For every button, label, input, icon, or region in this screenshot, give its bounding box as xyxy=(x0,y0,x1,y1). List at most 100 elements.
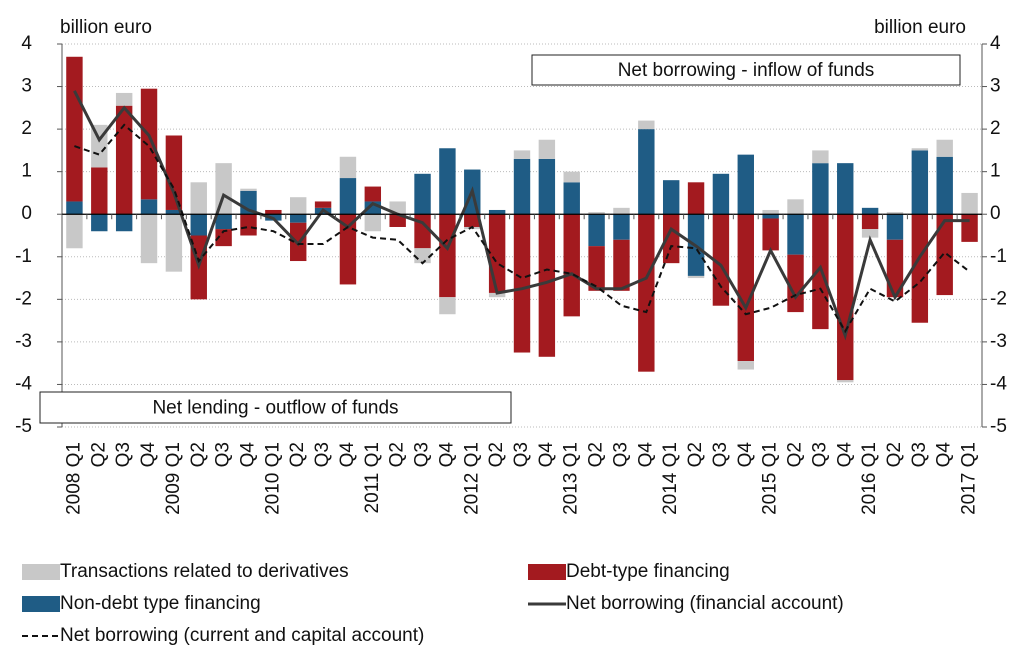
bar xyxy=(488,209,506,215)
x-tick-label: 2012 Q1 xyxy=(461,442,482,515)
y2-tick-label: 2 xyxy=(990,118,1001,139)
bar xyxy=(339,156,357,179)
bar xyxy=(91,214,108,232)
bar xyxy=(240,214,257,236)
x-tick-label: Q4 xyxy=(436,442,457,468)
x-tick-label: 2017 Q1 xyxy=(959,442,980,515)
bar xyxy=(140,199,158,215)
bar xyxy=(961,192,978,215)
bar xyxy=(488,214,506,293)
y-tick-label: 3 xyxy=(21,76,32,97)
x-tick-label: Q4 xyxy=(635,442,656,468)
x-tick-label: 2011 Q1 xyxy=(362,442,383,513)
bar xyxy=(265,209,282,215)
bar xyxy=(613,214,630,240)
legend-label: Transactions related to derivatives xyxy=(60,561,349,582)
bar xyxy=(762,214,779,219)
x-tick-label: 2015 Q1 xyxy=(760,442,781,515)
bar xyxy=(861,229,879,238)
y2-tick-label: -1 xyxy=(990,246,1007,267)
x-tick-label: Q3 xyxy=(610,442,631,467)
legend-label: Net borrowing (current and capital accou… xyxy=(60,625,424,646)
bar xyxy=(115,92,133,106)
y-tick-label: 0 xyxy=(21,203,32,224)
x-tick-label: 2010 Q1 xyxy=(262,442,283,515)
bar xyxy=(936,156,953,215)
x-tick-label: Q2 xyxy=(586,442,607,467)
legend-label: Non-debt type financing xyxy=(60,593,261,614)
x-tick-label: Q4 xyxy=(138,442,159,468)
bar xyxy=(488,292,506,298)
right-axis-title: billion euro xyxy=(874,17,966,38)
bar xyxy=(290,214,307,223)
bar xyxy=(215,163,232,215)
bar xyxy=(861,214,879,230)
bar xyxy=(762,218,779,251)
bar xyxy=(861,207,879,215)
bar xyxy=(638,129,655,215)
y2-tick-label: -5 xyxy=(990,416,1007,437)
bar xyxy=(538,214,556,357)
bar xyxy=(837,380,854,383)
bar xyxy=(513,158,531,215)
y2-tick-label: -4 xyxy=(990,373,1007,394)
bar xyxy=(414,173,431,215)
x-tick-label: Q2 xyxy=(387,442,408,467)
y2-tick-label: -2 xyxy=(990,288,1007,309)
legend-label: Net borrowing (financial account) xyxy=(566,593,844,614)
bar xyxy=(588,214,605,247)
bar xyxy=(936,139,953,157)
x-tick-label: Q3 xyxy=(809,442,830,467)
bar xyxy=(812,150,829,164)
bar xyxy=(439,214,456,298)
y2-tick-label: 3 xyxy=(990,76,1001,97)
legend-swatch xyxy=(22,564,60,580)
bar xyxy=(787,214,804,255)
bar xyxy=(290,197,307,215)
bar xyxy=(190,182,207,215)
x-tick-label: Q3 xyxy=(113,442,134,467)
x-tick-label: 2008 Q1 xyxy=(63,442,84,515)
legend-label: Debt-type financing xyxy=(566,561,730,582)
x-tick-label: Q2 xyxy=(884,442,905,467)
bar xyxy=(936,214,953,296)
bar xyxy=(314,201,332,208)
bar xyxy=(538,139,556,159)
y2-tick-label: 1 xyxy=(990,161,1001,182)
bar xyxy=(837,214,854,381)
bar xyxy=(91,167,108,215)
y2-tick-label: 4 xyxy=(990,33,1001,54)
bar xyxy=(911,150,929,215)
y-tick-label: 4 xyxy=(21,33,32,54)
bar xyxy=(638,120,655,130)
y-tick-label: 2 xyxy=(21,118,32,139)
x-tick-label: Q3 xyxy=(213,442,234,467)
bar xyxy=(712,173,730,215)
bar xyxy=(588,212,605,215)
bar xyxy=(339,214,357,285)
bar xyxy=(513,150,531,159)
x-tick-label: Q3 xyxy=(909,442,930,467)
bar xyxy=(886,239,904,298)
legend-swatch xyxy=(528,564,566,580)
line xyxy=(73,90,970,341)
x-tick-label: Q2 xyxy=(188,442,209,467)
bar xyxy=(389,214,406,227)
bar xyxy=(911,214,929,323)
x-tick-label: Q2 xyxy=(287,442,308,467)
bar xyxy=(364,214,382,232)
x-tick-label: 2013 Q1 xyxy=(561,442,582,515)
bar xyxy=(687,182,705,215)
y-tick-label: -4 xyxy=(15,373,32,394)
bar xyxy=(886,214,904,240)
x-tick-label: Q2 xyxy=(486,442,507,467)
bar xyxy=(140,214,158,264)
bar xyxy=(961,214,978,242)
bar xyxy=(588,246,605,291)
x-tick-label: Q2 xyxy=(88,442,109,467)
annotation-box xyxy=(531,54,961,86)
x-tick-label: Q4 xyxy=(834,442,855,468)
bar xyxy=(563,171,580,183)
bar xyxy=(364,186,382,202)
